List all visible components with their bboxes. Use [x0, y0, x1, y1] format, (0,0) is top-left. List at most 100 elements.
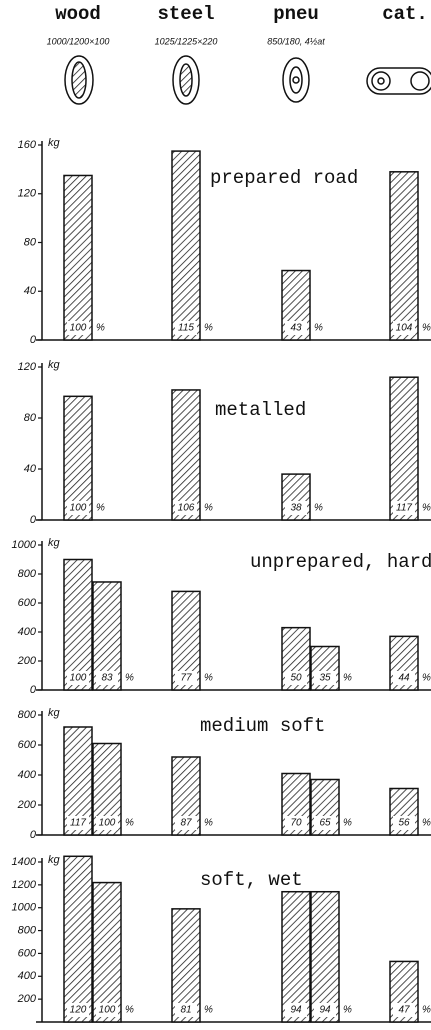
y-axis-label: kg	[48, 537, 61, 549]
unit-label: %	[422, 503, 431, 514]
y-tick-label: 120	[18, 188, 37, 200]
label-bg	[175, 671, 197, 685]
label-bg	[96, 1003, 118, 1017]
label-bg	[67, 816, 89, 830]
label-bg	[67, 671, 89, 685]
unit-label: %	[204, 323, 213, 334]
unit-label: %	[96, 503, 105, 514]
y-tick-label: 600	[18, 739, 37, 751]
column-spec: 1025/1225×220	[155, 36, 218, 46]
unit-label: %	[125, 818, 134, 829]
bar	[171, 150, 201, 341]
y-tick-label: 1400	[12, 856, 37, 868]
relative-label: 83	[101, 673, 113, 684]
label-bg	[314, 1003, 336, 1017]
bar	[281, 890, 311, 1023]
y-tick-label: 1200	[12, 879, 37, 891]
y-tick-label: 200	[17, 993, 37, 1005]
relative-label: 94	[290, 1005, 302, 1016]
bar	[63, 174, 93, 341]
unit-label: %	[125, 1005, 134, 1016]
column-spec: 850/180, 4½at	[267, 36, 325, 46]
bar	[171, 389, 201, 521]
unit-label: %	[204, 673, 213, 684]
unit-label: %	[204, 1005, 213, 1016]
column-name: wood	[55, 3, 101, 25]
y-tick-label: 80	[24, 236, 37, 248]
relative-label: 81	[180, 1005, 191, 1016]
wheel-icons	[64, 55, 431, 105]
y-axis-label: kg	[48, 854, 61, 866]
bar	[63, 855, 93, 1023]
unit-label: %	[422, 1005, 431, 1016]
label-bg	[67, 321, 89, 335]
y-tick-label: 0	[30, 829, 37, 841]
y-tick-label: 400	[18, 970, 37, 982]
relative-label: 44	[398, 673, 410, 684]
y-tick-label: 800	[18, 709, 37, 721]
label-bg	[175, 501, 197, 515]
unit-label: %	[422, 818, 431, 829]
relative-label: 77	[180, 673, 192, 684]
y-tick-label: 40	[24, 463, 37, 475]
panel-title: prepared road	[210, 167, 358, 189]
relative-label: 100	[99, 1005, 116, 1016]
y-tick-label: 40	[24, 285, 37, 297]
relative-label: 65	[319, 818, 331, 829]
relative-label: 35	[319, 673, 331, 684]
column-spec: 1000/1200×100	[47, 36, 110, 46]
label-bg	[175, 1003, 197, 1017]
label-bg	[96, 671, 118, 685]
relative-label: 120	[70, 1005, 87, 1016]
relative-label: 70	[290, 818, 302, 829]
label-bg	[314, 671, 336, 685]
panel-title: soft, wet	[200, 869, 303, 891]
y-tick-label: 0	[30, 514, 37, 526]
label-bg	[393, 501, 415, 515]
relative-label: 106	[178, 503, 195, 514]
unit-label: %	[314, 323, 323, 334]
y-tick-label: 800	[18, 568, 37, 580]
column-name: steel	[157, 3, 214, 25]
panel-title: medium soft	[200, 715, 325, 737]
label-bg	[285, 671, 307, 685]
relative-label: 100	[70, 323, 87, 334]
label-bg	[285, 501, 307, 515]
label-bg	[393, 1003, 415, 1017]
bar	[92, 881, 122, 1023]
panel-title: unprepared, hard	[250, 551, 431, 573]
unit-label: %	[343, 818, 352, 829]
label-bg	[175, 321, 197, 335]
y-tick-label: 120	[18, 361, 37, 373]
unit-label: %	[422, 673, 431, 684]
label-bg	[393, 321, 415, 335]
y-tick-label: 160	[18, 139, 37, 151]
y-axis-label: kg	[48, 707, 61, 719]
relative-label: 100	[70, 673, 87, 684]
bar	[63, 395, 93, 521]
y-axis-label: kg	[48, 137, 61, 149]
label-bg	[393, 671, 415, 685]
relative-label: 100	[70, 503, 87, 514]
relative-label: 100	[99, 818, 116, 829]
label-bg	[285, 816, 307, 830]
y-tick-label: 0	[30, 334, 37, 346]
bar	[389, 376, 419, 521]
unit-label: %	[125, 673, 134, 684]
y-tick-label: 800	[18, 924, 37, 936]
relative-label: 43	[290, 323, 302, 334]
unit-label: %	[314, 503, 323, 514]
relative-label: 87	[180, 818, 192, 829]
label-bg	[314, 816, 336, 830]
label-bg	[393, 816, 415, 830]
y-tick-label: 200	[17, 799, 37, 811]
relative-label: 117	[396, 503, 412, 514]
unit-label: %	[204, 503, 213, 514]
relative-label: 94	[319, 1005, 331, 1016]
relative-label: 117	[70, 818, 86, 829]
relative-label: 104	[396, 323, 413, 334]
relative-label: 56	[398, 818, 410, 829]
y-tick-label: 80	[24, 412, 37, 424]
bar	[63, 558, 93, 691]
